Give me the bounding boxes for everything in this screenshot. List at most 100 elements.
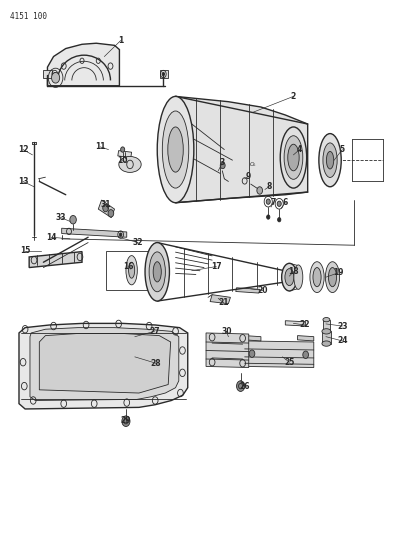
Text: 4151 100: 4151 100 [10, 12, 47, 21]
Polygon shape [118, 151, 132, 158]
Polygon shape [210, 295, 231, 304]
Text: 19: 19 [333, 269, 344, 277]
Text: 5: 5 [340, 145, 345, 154]
Text: 26: 26 [239, 382, 250, 391]
Circle shape [121, 147, 125, 152]
Text: 14: 14 [46, 233, 57, 242]
Circle shape [51, 72, 60, 83]
Text: 2: 2 [291, 92, 296, 101]
Polygon shape [322, 332, 331, 344]
Ellipse shape [145, 243, 169, 301]
Text: 24: 24 [337, 336, 348, 345]
Ellipse shape [328, 268, 337, 287]
Circle shape [303, 351, 308, 359]
Text: $C_6$: $C_6$ [249, 160, 257, 169]
Polygon shape [43, 70, 51, 78]
Ellipse shape [326, 151, 334, 169]
Text: 16: 16 [124, 262, 134, 271]
Ellipse shape [157, 96, 194, 203]
Circle shape [266, 215, 270, 219]
Text: 18: 18 [288, 268, 299, 276]
Text: 31: 31 [100, 200, 111, 209]
Polygon shape [160, 70, 168, 78]
Ellipse shape [282, 263, 297, 291]
Ellipse shape [129, 262, 135, 278]
Text: 8: 8 [266, 182, 272, 191]
Polygon shape [175, 96, 308, 203]
Circle shape [257, 187, 263, 194]
Text: 17: 17 [211, 262, 222, 271]
Ellipse shape [284, 136, 303, 179]
Text: 15: 15 [20, 246, 30, 255]
Ellipse shape [119, 157, 141, 172]
Text: 22: 22 [299, 320, 310, 329]
Text: 4: 4 [297, 145, 302, 154]
Text: 20: 20 [258, 286, 268, 295]
Polygon shape [245, 336, 261, 341]
Text: 28: 28 [151, 359, 161, 368]
Circle shape [120, 233, 122, 236]
Text: 29: 29 [121, 416, 131, 425]
Circle shape [277, 201, 281, 206]
Ellipse shape [325, 262, 339, 293]
Ellipse shape [285, 269, 294, 286]
Circle shape [103, 204, 109, 212]
Ellipse shape [323, 143, 337, 177]
Circle shape [162, 72, 164, 76]
Ellipse shape [313, 268, 321, 287]
Text: 30: 30 [221, 327, 232, 336]
Ellipse shape [168, 127, 183, 172]
Text: 6: 6 [283, 198, 288, 207]
Polygon shape [47, 43, 120, 86]
Polygon shape [98, 200, 115, 217]
Circle shape [266, 199, 270, 204]
Text: 1: 1 [118, 36, 123, 45]
Circle shape [70, 215, 76, 224]
Polygon shape [217, 161, 228, 171]
Circle shape [220, 163, 225, 168]
Circle shape [53, 72, 56, 76]
Ellipse shape [149, 252, 165, 292]
Circle shape [277, 217, 281, 222]
Polygon shape [245, 341, 314, 368]
Circle shape [108, 209, 114, 217]
Polygon shape [285, 321, 306, 326]
Polygon shape [239, 177, 251, 184]
Text: 13: 13 [18, 177, 28, 186]
Circle shape [249, 350, 255, 358]
Polygon shape [39, 334, 171, 393]
Polygon shape [62, 228, 127, 237]
Circle shape [122, 416, 130, 426]
Circle shape [237, 381, 245, 391]
Ellipse shape [322, 329, 331, 334]
Polygon shape [297, 336, 314, 341]
Ellipse shape [280, 127, 307, 188]
Ellipse shape [310, 262, 324, 293]
Text: 21: 21 [218, 298, 229, 307]
Text: 10: 10 [118, 156, 128, 165]
Polygon shape [19, 324, 188, 409]
Text: 32: 32 [133, 238, 143, 247]
Text: 9: 9 [246, 172, 251, 181]
Polygon shape [236, 288, 260, 293]
Ellipse shape [153, 262, 161, 282]
Polygon shape [30, 328, 179, 400]
Text: 7: 7 [271, 198, 276, 207]
Ellipse shape [288, 144, 299, 171]
Text: 12: 12 [18, 145, 28, 154]
Polygon shape [323, 320, 330, 330]
Ellipse shape [323, 318, 330, 322]
Text: 25: 25 [284, 358, 295, 367]
Ellipse shape [126, 256, 137, 285]
Text: 3: 3 [220, 158, 225, 167]
Ellipse shape [162, 111, 189, 188]
Polygon shape [206, 333, 249, 368]
Polygon shape [29, 252, 82, 268]
Text: 11: 11 [95, 142, 106, 151]
Ellipse shape [294, 265, 303, 289]
Ellipse shape [319, 134, 341, 187]
Ellipse shape [322, 341, 331, 346]
Text: 27: 27 [149, 327, 160, 336]
Text: 23: 23 [337, 321, 348, 330]
Text: 33: 33 [55, 213, 66, 222]
